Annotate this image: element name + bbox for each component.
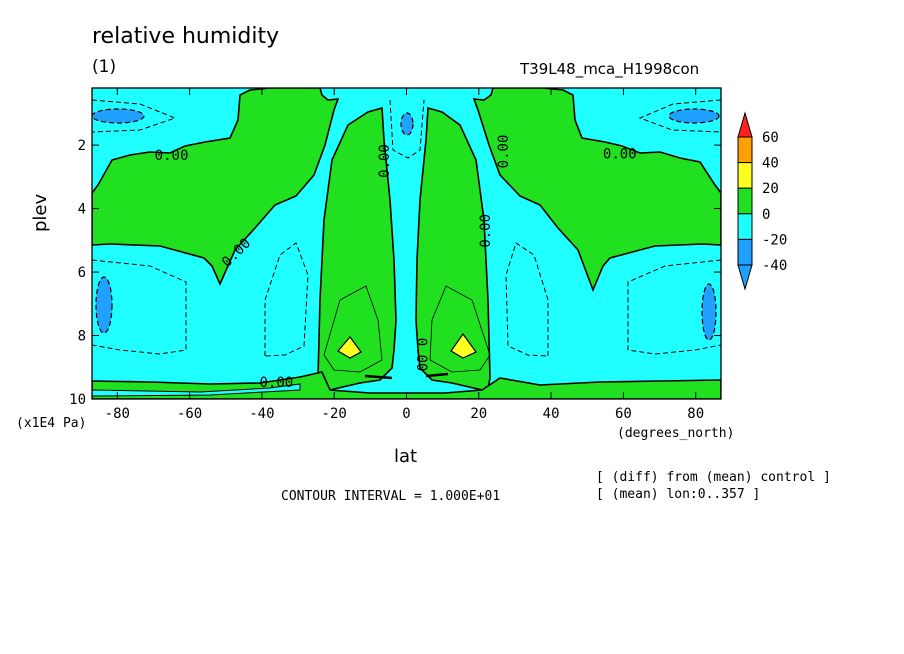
y-tick-label: 6: [78, 265, 86, 281]
note-diff: [ (diff) from (mean) control ]: [596, 470, 831, 485]
legend-bin: [737, 213, 753, 240]
contour-neg10-sw: [92, 259, 187, 355]
y-tick-label: 10: [69, 392, 86, 408]
legend-cap-bottom: [737, 264, 753, 291]
x-tick-label: 60: [615, 406, 632, 422]
region-positive-upper: [92, 88, 340, 286]
contour-label: 0.00: [377, 144, 393, 178]
contour-neg10-nw: [92, 99, 177, 133]
legend-bin: [737, 187, 753, 215]
patch-neg40-top-center: [400, 112, 414, 136]
chart-title: relative humidity: [92, 24, 280, 49]
contour-neg10-mid-s: [264, 242, 309, 357]
x-tick-label: -60: [177, 406, 202, 422]
contour-neg10-se: [627, 259, 721, 355]
legend-level-label: 60: [762, 130, 779, 146]
patch-neg40-ne: [668, 108, 720, 124]
contour-label: 0.00: [413, 338, 429, 372]
region-positive-tropic-north: [415, 106, 491, 399]
x-tick-label: 0: [402, 406, 410, 422]
x-axis-label: lat: [394, 446, 418, 467]
note-mean: [ (mean) lon:0..357 ]: [596, 487, 761, 502]
x-tick-label: -40: [249, 406, 274, 422]
contour-label: 0.00: [496, 135, 512, 169]
legend-bin: [737, 238, 753, 266]
contour-field: [92, 88, 721, 399]
legend-cap-top: [737, 111, 753, 138]
contour-label: 0.00: [155, 148, 189, 164]
x-tick-label: -80: [105, 406, 130, 422]
x-tick-label: 20: [470, 406, 487, 422]
legend-level-label: 20: [762, 181, 779, 197]
run-name: T39L48_mca_H1998con: [520, 60, 700, 78]
contour-neg10-ne: [638, 99, 721, 133]
y-axis-ticks: 2 4 6 8 10: [69, 138, 721, 408]
patch-pos20-north: [450, 332, 477, 359]
contour-zero-equator-bottom: [364, 372, 449, 380]
patch-neg40-sw: [95, 276, 113, 334]
chart-subtitle: (1): [92, 57, 117, 77]
legend-level-label: 0: [762, 207, 770, 223]
x-tick-label: -20: [322, 406, 347, 422]
contour-neg10-top-center: [389, 99, 425, 159]
legend-bin: [737, 136, 753, 164]
contour-label: 0.00: [603, 147, 637, 163]
contour-pos10-north: [429, 285, 491, 373]
y-tick-label: 2: [78, 138, 86, 154]
y-axis-unit: (x1E4 Pa): [16, 416, 87, 431]
legend-level-label: -40: [762, 258, 787, 274]
y-tick-label: 4: [78, 202, 86, 218]
x-tick-label: 40: [543, 406, 560, 422]
contour-label: 0.00: [260, 375, 294, 391]
contour-label: 0.00: [478, 214, 494, 248]
legend-level-label: -20: [762, 232, 787, 248]
region-positive-upper-east: [472, 88, 721, 293]
patch-neg40-se: [701, 283, 717, 341]
x-tick-label: 80: [687, 406, 704, 422]
x-axis-ticks: -80 -60 -40 -20 0 20 40 60 80: [105, 88, 704, 422]
region-positive-tropic-south: [317, 106, 397, 399]
color-legend: 60 40 20 0 -20 -40: [737, 111, 787, 291]
contour-interval: CONTOUR INTERVAL = 1.000E+01: [281, 489, 501, 504]
patch-pos20-south: [337, 336, 362, 359]
contour-labels: 0.000.000.000.000.000.000.000.00: [155, 135, 637, 392]
legend-bin: [737, 162, 753, 189]
x-axis-unit: (degrees_north): [617, 426, 735, 441]
contour-pos10-south: [323, 285, 383, 373]
legend-level-label: 40: [762, 156, 779, 172]
patch-neg40-nw: [92, 108, 145, 124]
y-tick-label: 8: [78, 329, 86, 345]
region-negative-bottom: [92, 383, 301, 397]
